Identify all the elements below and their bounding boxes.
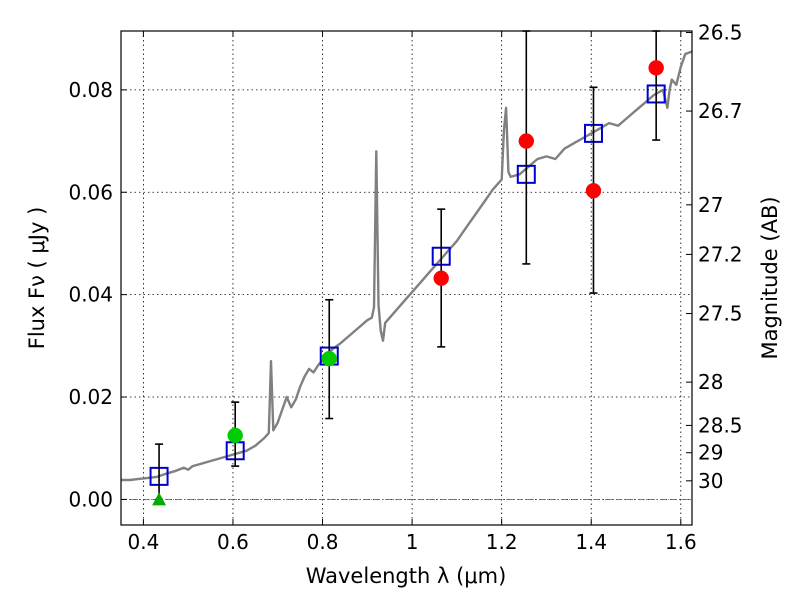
spectrum-line <box>121 50 693 482</box>
y-tick-label: 0.04 <box>68 283 113 307</box>
x-tick-label: 1.4 <box>575 530 607 554</box>
plot-area <box>121 30 693 506</box>
right-tick-label: 26.7 <box>698 99 743 123</box>
y-tick-label: 0.06 <box>68 180 113 204</box>
right-tick-label: 28.5 <box>698 413 743 437</box>
right-tick-label: 27 <box>698 193 723 217</box>
red-data-point <box>433 270 449 287</box>
y-tick-label: 0.00 <box>68 487 113 511</box>
green-upper-limit-marker <box>152 492 167 506</box>
right-tick-label: 27.2 <box>698 242 743 266</box>
green-data-point <box>321 350 337 367</box>
grid <box>121 31 692 525</box>
plot-frame <box>120 30 693 526</box>
right-tick-label: 27.5 <box>698 302 743 326</box>
y-axis-title: Flux Fν ( μJy ) <box>25 207 49 350</box>
x-tick-label: 1 <box>406 530 419 554</box>
x-tick-label: 0.6 <box>217 530 249 554</box>
red-data-point <box>585 182 602 199</box>
x-tick-label: 1.2 <box>486 530 518 554</box>
right-tick-label: 29 <box>698 441 723 465</box>
y-tick-label: 0.08 <box>68 78 113 102</box>
red-data-point <box>518 133 535 149</box>
green-data-point <box>227 427 243 444</box>
right-tick-label: 30 <box>698 469 723 493</box>
x-tick-label: 0.4 <box>127 530 159 554</box>
y-tick-label: 0.02 <box>68 385 113 409</box>
x-axis-title: Wavelength λ (μm) <box>306 564 507 588</box>
red-data-point <box>648 60 664 76</box>
right-tick-label: 26.5 <box>698 21 743 45</box>
x-tick-label: 1.6 <box>665 530 697 554</box>
axis-ticks: 0.4 0.6 0.8 1 1.2 1.4 1.6 0.00 0.02 0.04 0.06 0.08 2… <box>68 21 742 554</box>
y-axis-right-title: Magnitude (AB) <box>758 196 782 359</box>
right-tick-label: 28 <box>698 370 723 394</box>
x-tick-label: 0.8 <box>307 530 339 554</box>
